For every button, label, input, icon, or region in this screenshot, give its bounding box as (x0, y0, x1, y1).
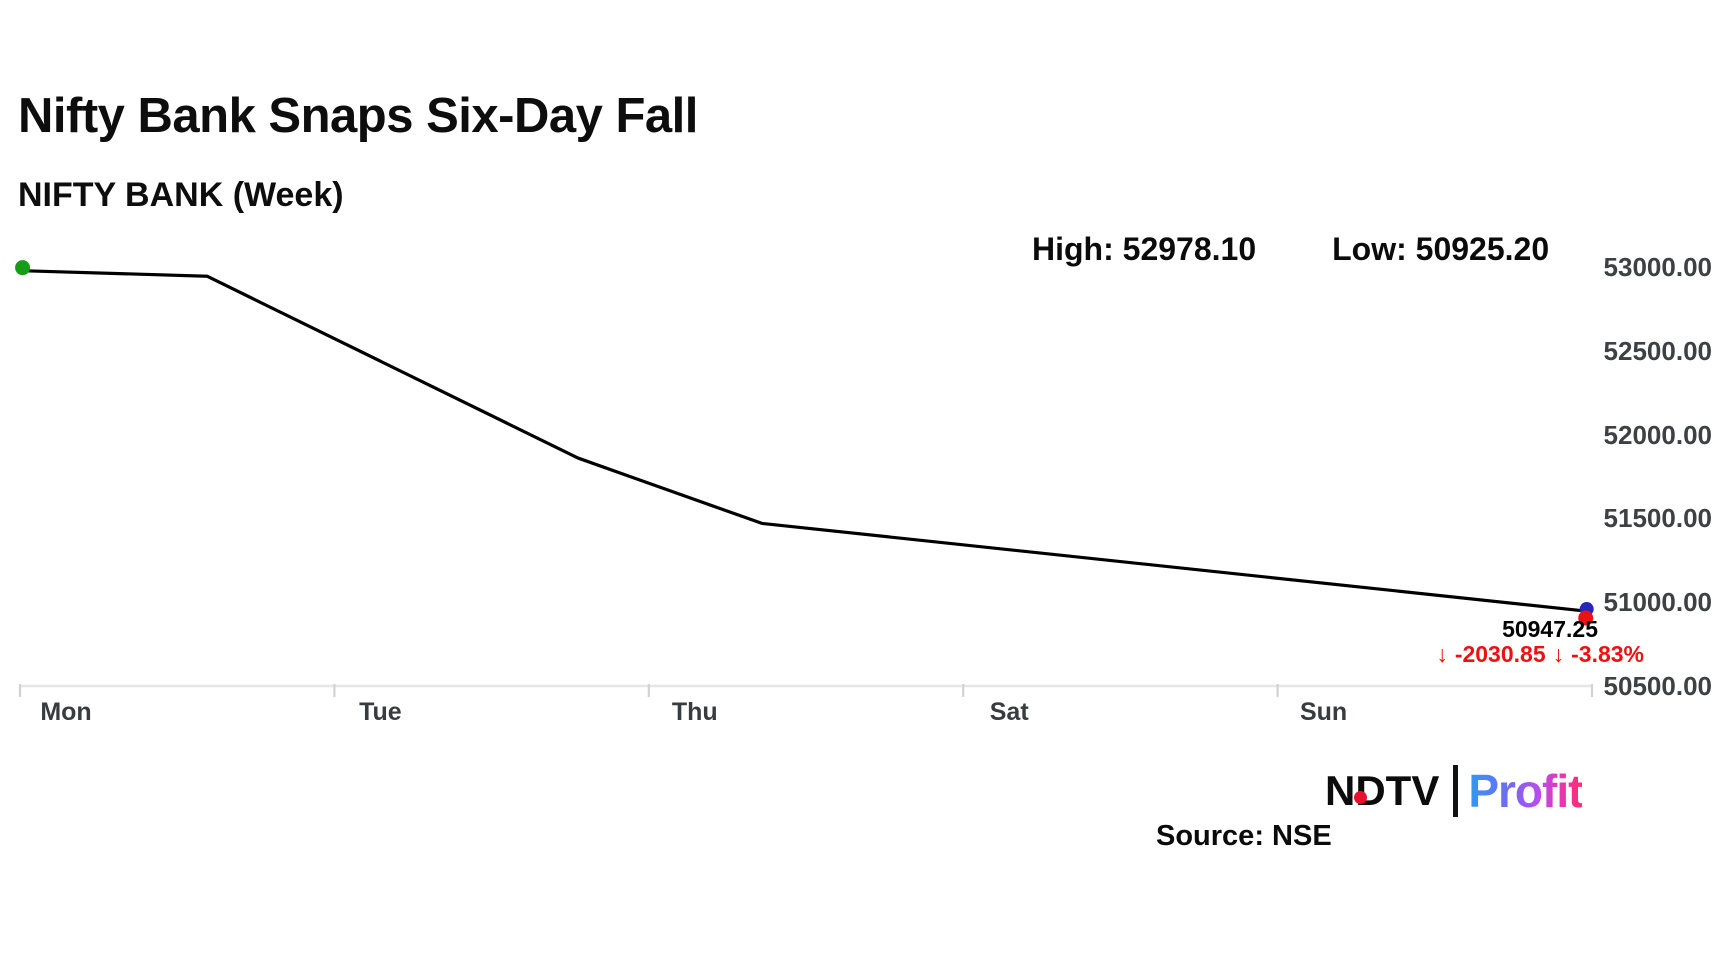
y-axis-label: 52000.00 (1603, 419, 1712, 450)
y-axis-label: 53000.00 (1603, 252, 1712, 282)
low-readout: Low: 50925.20 (1332, 231, 1549, 267)
change-readout: ↓ -2030.85 ↓ -3.83% (1436, 641, 1644, 668)
high-readout: High: 52978.10 (1032, 231, 1256, 267)
source-attribution: Source: NSE (1156, 820, 1332, 852)
price-line (19, 269, 1588, 613)
x-axis-label: Sun (1299, 698, 1348, 726)
y-axis-label: 51500.00 (1603, 503, 1712, 534)
chart-subtitle: NIFTY BANK (Week) (18, 176, 344, 214)
x-axis-label: Sat (989, 698, 1029, 726)
last-price-label: 50947.25 (1502, 616, 1598, 642)
start-dot (15, 260, 31, 276)
ndtv-wordmark: NDTV (1325, 767, 1440, 814)
x-axis-label: Thu (671, 698, 718, 726)
down-arrow-icon: ↓ (1436, 641, 1448, 667)
change-value: -2030.85 (1454, 641, 1546, 667)
high-value: 52978.10 (1122, 231, 1257, 267)
down-arrow-icon: ↓ (1552, 641, 1565, 667)
y-axis-label: 50500.00 (1603, 671, 1712, 701)
high-label: High: (1032, 231, 1114, 267)
change-percent: -3.83% (1571, 641, 1644, 667)
low-value: 50925.20 (1415, 231, 1550, 267)
x-axis-label: Mon (40, 698, 92, 726)
profit-wordmark: Profit (1468, 765, 1583, 817)
y-axis-label: 51000.00 (1603, 587, 1712, 618)
y-axis-label: 52500.00 (1603, 335, 1712, 366)
ndtv-profit-logo: NDTV Profit (1325, 762, 1583, 820)
high-low-row: High: 52978.10 Low: 50925.20 (1032, 231, 1549, 268)
chart-title: Nifty Bank Snaps Six-Day Fall (18, 89, 698, 143)
ndtv-red-dot-icon (1354, 791, 1367, 804)
logo-divider (1453, 765, 1459, 817)
x-axis-label: Tue (359, 698, 402, 726)
low-label: Low: (1332, 231, 1407, 267)
end-dot-red (1578, 610, 1594, 626)
